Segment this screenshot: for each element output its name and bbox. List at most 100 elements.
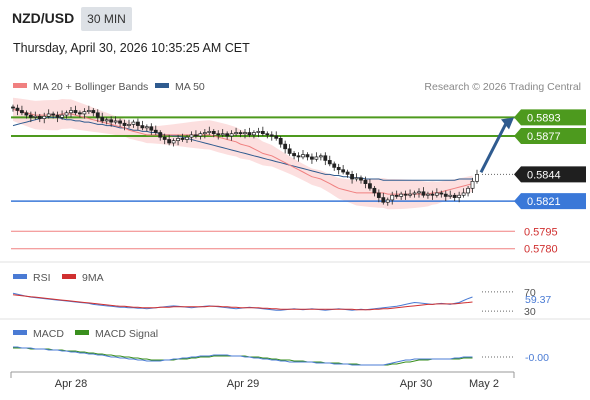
target-arrow-shaft: [479, 122, 508, 174]
candle-body: [153, 129, 158, 133]
candle-body: [55, 114, 60, 118]
candle-body: [412, 192, 417, 195]
candle-body: [136, 121, 140, 126]
candle-body: [332, 163, 337, 168]
macd-last-value: -0.00: [525, 352, 549, 364]
candle-body: [180, 137, 185, 140]
candle-body: [305, 154, 310, 158]
macd-signal-legend-swatch: [75, 330, 89, 335]
candle-body: [162, 136, 167, 140]
candle-body: [265, 133, 270, 136]
candle-body: [20, 110, 24, 114]
macd-legend-label: MACD: [33, 328, 64, 340]
candle-body: [113, 120, 118, 123]
source-credit: Research © 2026 Trading Central: [424, 81, 581, 93]
candle-body: [207, 131, 212, 133]
candle-body: [82, 111, 87, 115]
candle-body: [327, 160, 332, 165]
candle-body: [211, 131, 216, 135]
candle-body: [417, 191, 421, 194]
timeframe-badge[interactable]: 30 MIN: [81, 7, 132, 31]
candle-body: [368, 183, 372, 189]
candle-body: [381, 197, 386, 203]
candle-body: [28, 114, 33, 118]
candle-body: [354, 177, 359, 180]
moving-averages: [12, 108, 473, 195]
candle-body: [269, 134, 274, 137]
candle-body: [394, 194, 399, 197]
candle-body: [274, 135, 279, 139]
candle-body: [127, 124, 131, 126]
candle-body: [301, 154, 305, 158]
rsi-tick-label: 30: [524, 306, 536, 318]
candle-body: [310, 156, 314, 160]
candle-body: [24, 112, 29, 116]
rsi-9ma-line: [12, 294, 473, 311]
candle-body: [91, 110, 96, 114]
candle-body: [390, 194, 395, 201]
candle-body: [341, 169, 346, 173]
candle-body: [434, 192, 439, 196]
candle-body: [176, 137, 180, 142]
ma50-legend-swatch: [155, 83, 169, 88]
candle-body: [287, 148, 292, 154]
macd-signal-legend-label: MACD Signal: [95, 328, 158, 340]
candle-body: [60, 114, 64, 118]
level-tag-label: 0.5844: [527, 169, 561, 181]
candle-body: [466, 187, 470, 194]
candle-body: [109, 119, 114, 123]
candle-body: [345, 171, 350, 175]
candle-body: [323, 155, 328, 161]
macd-lines: -0.00: [13, 346, 549, 366]
x-tick-label: Apr 29: [227, 378, 259, 390]
candle-body: [252, 132, 256, 136]
rsi-9ma-legend-swatch: [62, 274, 76, 279]
candle-body: [278, 137, 283, 145]
candle-body: [292, 153, 296, 157]
ma50-line: [12, 116, 473, 181]
candle-body: [443, 193, 448, 197]
rsi-legend-label: RSI: [33, 272, 51, 284]
candle-body: [95, 112, 100, 118]
candle-body: [475, 174, 479, 182]
candle-body: [430, 193, 435, 196]
support-level-label: 0.5795: [524, 226, 558, 238]
candle-body: [426, 193, 430, 196]
ma20-line: [12, 108, 473, 195]
candle-body: [149, 126, 154, 131]
candlesticks: [11, 104, 479, 206]
candle-body: [144, 126, 149, 129]
rsi-tick-label: 70: [524, 287, 536, 299]
rsi-legend-swatch: [13, 274, 27, 279]
report-datetime: Thursday, April 30, 2026 10:35:25 AM CET: [13, 41, 250, 55]
bollinger-band-area: [13, 97, 473, 210]
candle-body: [421, 191, 426, 196]
candle-body: [64, 112, 69, 116]
candle-body: [452, 194, 457, 198]
candle-body: [220, 133, 225, 136]
candle-body: [158, 132, 163, 138]
candle-body: [256, 131, 261, 133]
candle-body: [118, 120, 122, 124]
target-arrow: [479, 117, 514, 174]
candle-body: [189, 134, 194, 138]
candle-body: [42, 115, 47, 119]
candle-body: [86, 110, 91, 112]
candle-body: [51, 113, 56, 116]
price-levels: [11, 116, 515, 250]
level-tag-resistance: [514, 128, 586, 145]
candle-body: [399, 193, 404, 197]
ma20-legend-label: MA 20 + Bollinger Bands: [33, 81, 148, 93]
candle-body: [185, 136, 189, 140]
candle-body: [171, 140, 176, 144]
candle-body: [243, 132, 247, 135]
ma20-legend-swatch: [13, 83, 27, 88]
candle-body: [216, 133, 221, 136]
candle-body: [238, 132, 243, 135]
candle-body: [234, 132, 238, 135]
candle-body: [140, 125, 145, 129]
candle-body: [385, 199, 390, 203]
level-tag-label: 0.5877: [527, 131, 561, 143]
